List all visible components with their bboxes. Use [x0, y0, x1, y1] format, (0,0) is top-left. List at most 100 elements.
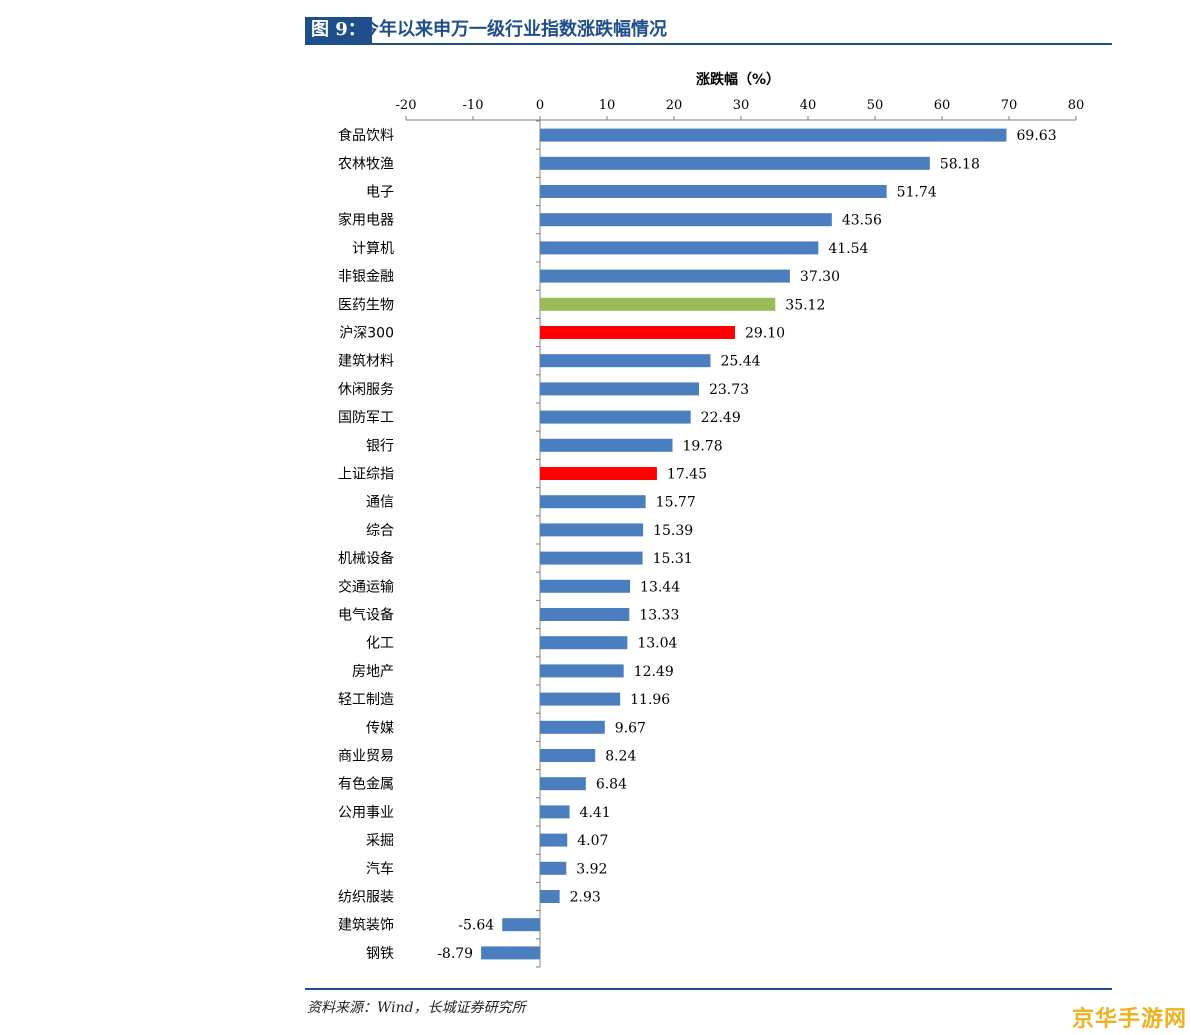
data-label: 13.44 — [640, 579, 680, 595]
category-label: 综合 — [366, 523, 394, 539]
category-label: 电子 — [366, 185, 394, 201]
data-label: 13.33 — [639, 608, 679, 624]
data-label: 19.78 — [683, 438, 723, 454]
category-label: 钢铁 — [366, 946, 394, 962]
bar — [540, 664, 624, 678]
bar — [540, 128, 1007, 142]
data-label: -5.64 — [458, 918, 494, 934]
x-tick-label: 0 — [536, 98, 544, 113]
data-label: 15.77 — [656, 495, 696, 511]
category-label: 银行 — [366, 438, 394, 454]
data-label: 11.96 — [630, 692, 670, 708]
category-label: 沪深300 — [339, 326, 394, 342]
category-label: 化工 — [366, 636, 394, 652]
watermark: 京华手游网 — [1071, 1007, 1187, 1032]
figure-tag: 图 9： — [305, 17, 372, 43]
bar — [540, 833, 568, 847]
data-label: 6.84 — [596, 777, 627, 793]
bottom-rule — [305, 988, 1112, 990]
bar — [540, 156, 930, 170]
bar — [540, 410, 691, 424]
data-label: 9.67 — [615, 720, 646, 736]
data-label: 4.41 — [580, 805, 611, 821]
bar — [540, 579, 631, 593]
x-tick-label: 70 — [1001, 98, 1018, 113]
bar — [540, 495, 646, 509]
category-label: 建筑材料 — [338, 354, 394, 370]
category-label: 休闲服务 — [338, 382, 394, 398]
x-tick-label: 50 — [867, 98, 884, 113]
data-label: 69.63 — [1017, 128, 1057, 144]
x-tick-label: 60 — [934, 98, 951, 113]
category-label: 家用电器 — [338, 212, 394, 229]
category-label: 有色金属 — [338, 776, 394, 793]
x-tick-label: 30 — [733, 98, 750, 113]
bar — [540, 720, 605, 734]
category-label: 非银金融 — [338, 269, 394, 285]
bar — [540, 297, 776, 311]
figure-header: 图 9： 今年以来申万一级行业指数涨跌幅情况 — [305, 17, 1112, 45]
bar — [540, 241, 819, 255]
category-label: 纺织服装 — [338, 890, 394, 906]
data-label: 15.31 — [653, 551, 693, 567]
data-label: -8.79 — [437, 946, 473, 962]
bar — [540, 608, 630, 621]
bar — [540, 523, 644, 537]
bar — [540, 382, 699, 396]
data-label: 29.10 — [745, 326, 785, 342]
bar — [540, 890, 560, 903]
bar — [540, 551, 643, 565]
bar — [540, 692, 621, 706]
x-tick-label: 80 — [1068, 98, 1085, 113]
category-label: 通信 — [366, 495, 394, 511]
data-label: 8.24 — [605, 749, 636, 765]
category-label: 采掘 — [366, 833, 394, 849]
category-label: 上证综指 — [338, 467, 394, 483]
category-label: 公用事业 — [338, 805, 394, 821]
axis-layer: -20 -10 0 10 20 30 40 50 60 70 80 食品饮料农林牧渔电子家用电器计算机… — [338, 98, 1085, 968]
bar — [540, 467, 657, 480]
category-label: 电气设备 — [338, 607, 394, 624]
data-label: 2.93 — [570, 890, 601, 906]
category-label: 商业贸易 — [338, 749, 394, 765]
bar — [540, 185, 887, 198]
bar — [540, 777, 586, 791]
data-label: 3.92 — [576, 861, 607, 877]
bar — [540, 326, 735, 339]
bar — [540, 354, 711, 368]
bar — [540, 269, 790, 283]
bar — [540, 805, 570, 819]
data-label: 12.49 — [634, 664, 674, 680]
x-axis-label: 涨跌幅（%） — [696, 71, 780, 88]
category-label: 农林牧渔 — [338, 156, 394, 172]
data-label: 43.56 — [842, 213, 882, 229]
data-label: 51.74 — [897, 185, 937, 201]
x-tick-label: -20 — [396, 98, 417, 113]
data-label: 23.73 — [709, 382, 749, 398]
category-label: 计算机 — [352, 241, 394, 257]
category-label: 汽车 — [366, 860, 394, 877]
bar — [502, 918, 540, 932]
data-label: 37.30 — [800, 269, 840, 285]
bar — [540, 438, 673, 452]
data-label: 25.44 — [720, 354, 760, 370]
bar — [540, 213, 832, 227]
category-label: 交通运输 — [338, 578, 394, 595]
data-label: 13.04 — [637, 636, 677, 652]
figure-title: 今年以来申万一级行业指数涨跌幅情况 — [361, 19, 667, 40]
x-tick-label: 20 — [666, 98, 683, 113]
data-label: 15.39 — [653, 523, 693, 539]
data-label: 58.18 — [940, 156, 980, 172]
data-label: 17.45 — [667, 467, 707, 483]
data-label: 4.07 — [577, 833, 608, 849]
data-label: 41.54 — [828, 241, 868, 257]
category-label: 轻工制造 — [338, 692, 394, 708]
category-label: 传媒 — [366, 720, 394, 736]
x-tick-label: -10 — [463, 98, 484, 113]
category-label: 食品饮料 — [338, 127, 394, 144]
data-label: 22.49 — [701, 410, 741, 426]
category-label: 医药生物 — [338, 297, 394, 313]
bar — [540, 861, 567, 875]
